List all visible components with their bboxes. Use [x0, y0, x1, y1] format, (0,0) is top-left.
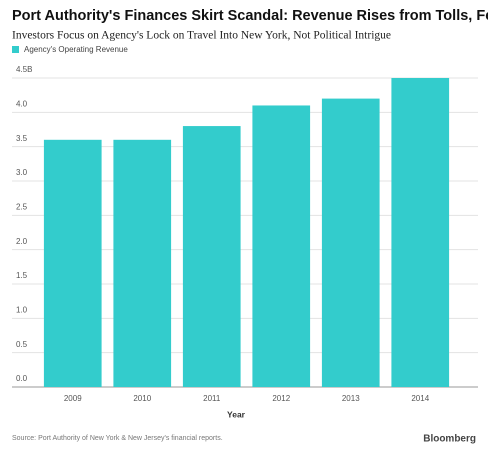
- legend-swatch: [12, 46, 19, 53]
- y-tick-label: 0.0: [16, 374, 28, 383]
- chart-title: Port Authority's Finances Skirt Scandal:…: [12, 8, 488, 24]
- x-tick-label: 2009: [64, 394, 82, 403]
- source-note: Source: Port Authority of New York & New…: [12, 435, 223, 442]
- y-tick-label: 2.5: [16, 202, 28, 211]
- bar: [391, 78, 450, 387]
- y-tick-label: 0.5: [16, 340, 28, 349]
- bar: [113, 139, 172, 387]
- bar: [182, 126, 241, 388]
- chart-subtitle: Investors Focus on Agency's Lock on Trav…: [12, 30, 391, 42]
- y-tick-label: 1.0: [16, 305, 28, 314]
- y-tick-label: 2.0: [16, 237, 28, 246]
- legend-label: Agency's Operating Revenue: [24, 45, 128, 54]
- bar: [252, 105, 311, 387]
- y-tick-label: 3.0: [16, 168, 28, 177]
- y-tick-label: 4.5B: [16, 65, 32, 74]
- credit: Bloomberg: [423, 434, 476, 445]
- bar: [43, 139, 102, 387]
- x-tick-label: 2012: [272, 394, 290, 403]
- x-tick-label: 2011: [203, 394, 221, 403]
- x-tick-label: 2014: [411, 394, 429, 403]
- x-axis-label: Year: [227, 409, 246, 419]
- bar: [321, 98, 380, 387]
- y-tick-label: 1.5: [16, 271, 28, 280]
- y-tick-label: 3.5: [16, 134, 28, 143]
- y-tick-label: 4.0: [16, 99, 28, 108]
- x-tick-label: 2010: [133, 394, 151, 403]
- x-tick-label: 2013: [342, 394, 360, 403]
